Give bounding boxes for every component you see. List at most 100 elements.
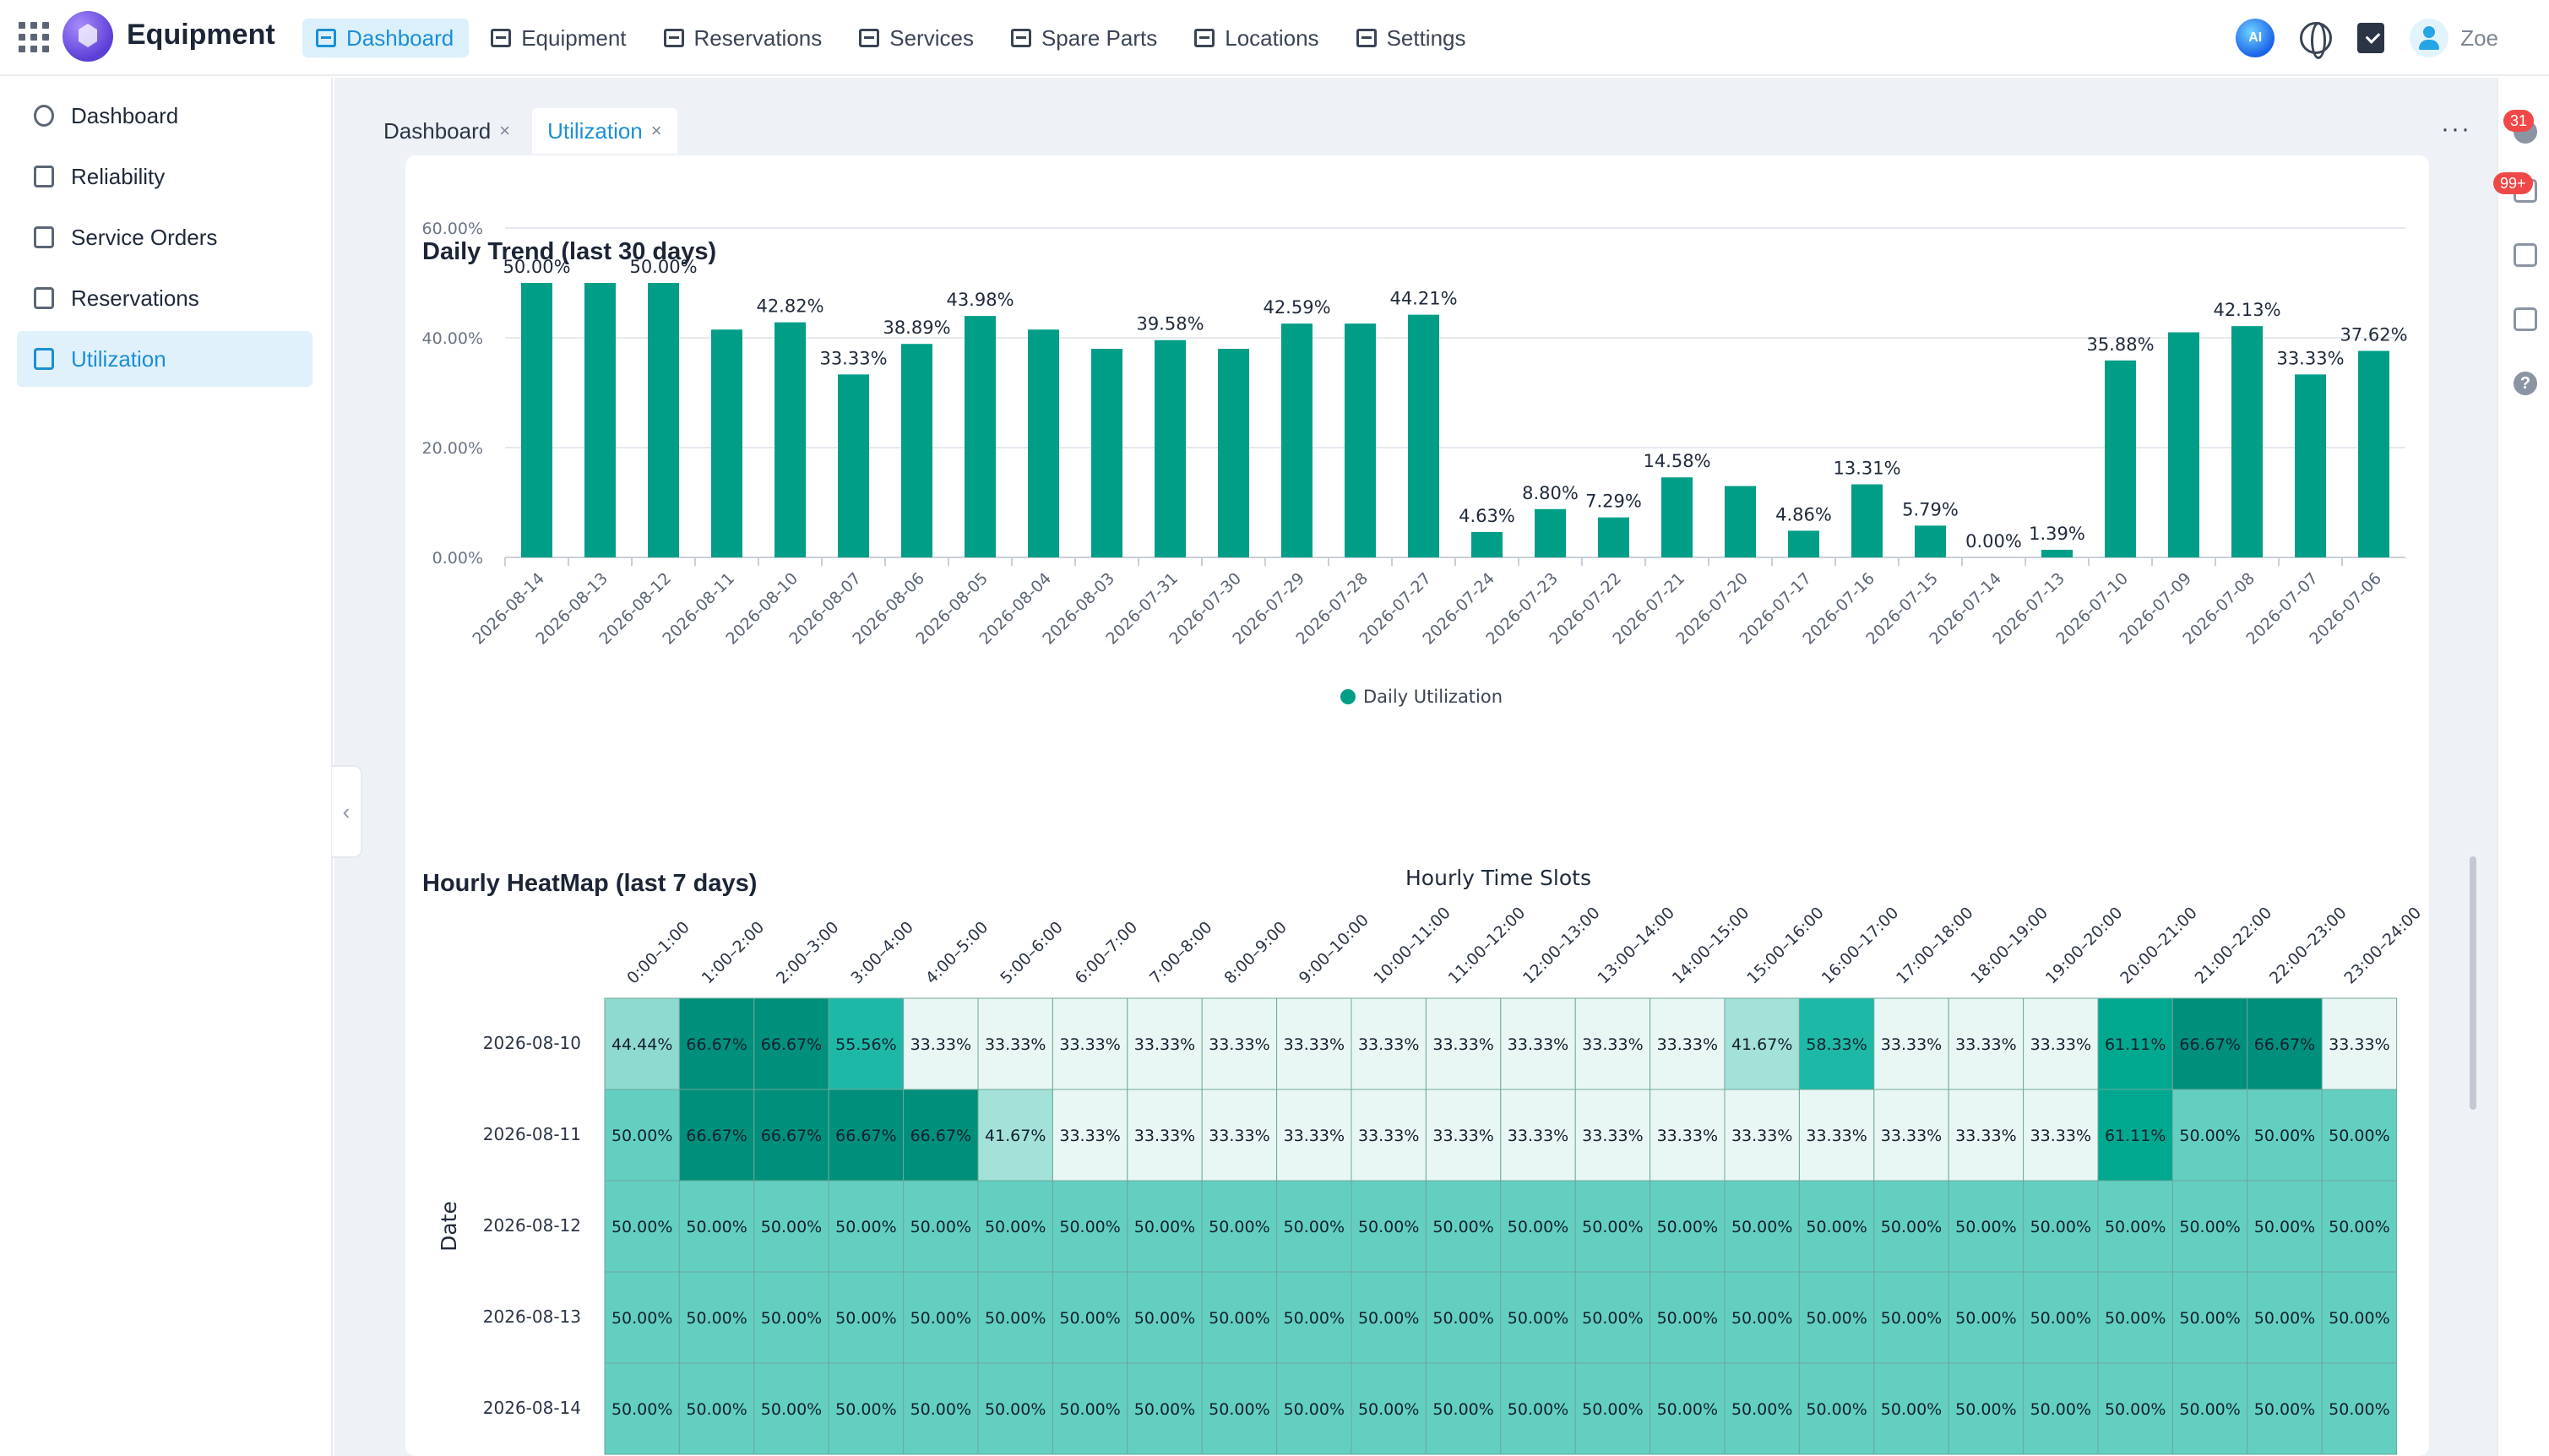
cell-value-label: 33.33% <box>1284 1035 1345 1054</box>
cell-value-label: 50.00% <box>2105 1218 2166 1236</box>
cell-value-label: 50.00% <box>2179 1218 2240 1236</box>
cell-value-label: 50.00% <box>1657 1218 1718 1236</box>
cell-value-label: 66.67% <box>2254 1035 2315 1054</box>
heatmap-cell <box>1873 1362 1949 1455</box>
sidebar-item-reliability[interactable]: Reliability <box>17 149 313 204</box>
cell-value-label: 50.00% <box>1432 1309 1493 1328</box>
cell-value-label: 50.00% <box>2254 1400 2315 1419</box>
ai-assistant-icon[interactable]: AI <box>2236 19 2275 57</box>
heatmap-cell <box>2171 997 2248 1090</box>
cell-value-label: 50.00% <box>686 1309 747 1328</box>
heatmap-cell <box>1798 1089 1875 1182</box>
heatmap-cell <box>2023 1089 2099 1182</box>
cell-value-label: 50.00% <box>835 1218 896 1236</box>
nav-item-services[interactable]: Services <box>845 19 989 57</box>
apps-grid-icon[interactable] <box>19 22 49 52</box>
bar <box>1851 484 1883 557</box>
close-icon[interactable]: × <box>499 120 511 141</box>
spare-parts-icon <box>1010 29 1031 47</box>
x-tick-label: 23:00–24:00 <box>2340 904 2425 988</box>
data-label: 1.39% <box>2029 524 2085 544</box>
data-label: 37.62% <box>2340 324 2407 345</box>
cell-value-label: 50.00% <box>2254 1218 2315 1236</box>
cell-value-label: 50.00% <box>1059 1400 1120 1419</box>
data-label: 38.89% <box>883 318 950 338</box>
bar <box>1915 525 1946 557</box>
heatmap-cell <box>2321 1271 2398 1364</box>
heatmap-cell <box>1052 1362 1128 1455</box>
main-nav: Dashboard Equipment Reservations Service… <box>302 19 1481 57</box>
sidebar-item-service-orders[interactable]: Service Orders <box>17 209 313 265</box>
cell-value-label: 50.00% <box>1284 1400 1345 1419</box>
heatmap-cell <box>678 997 755 1090</box>
cell-value-label: 50.00% <box>1432 1400 1493 1419</box>
language-globe-icon[interactable] <box>2300 22 2333 59</box>
heatmap-cell <box>1276 1089 1352 1182</box>
tab-utilization[interactable]: Utilization × <box>532 108 677 154</box>
bar <box>2358 350 2389 557</box>
cell-value-label: 50.00% <box>1955 1400 2016 1419</box>
heatmap-cell <box>1798 1271 1875 1364</box>
cell-value-label: 50.00% <box>1731 1400 1792 1419</box>
cell-value-label: 41.67% <box>985 1127 1046 1145</box>
heatmap-cell <box>903 1271 979 1364</box>
nav-item-spare-parts[interactable]: Spare Parts <box>997 19 1172 57</box>
bar <box>1408 314 1439 557</box>
more-options-button[interactable]: ··· <box>2441 115 2471 143</box>
sidebar-item-utilization[interactable]: Utilization <box>17 331 313 387</box>
nav-item-label: Locations <box>1225 24 1319 51</box>
sidebar-item-dashboard[interactable]: Dashboard <box>17 88 313 144</box>
sidebar-collapse-button[interactable]: ‹ <box>332 765 362 858</box>
tab-label: Dashboard <box>383 117 492 144</box>
heatmap-cell <box>753 1180 829 1273</box>
cell-value-label: 50.00% <box>1508 1400 1568 1419</box>
cell-value-label: 50.00% <box>2030 1400 2091 1419</box>
data-label: 5.79% <box>1902 499 1959 519</box>
cell-value-label: 50.00% <box>1881 1309 1942 1328</box>
nav-item-settings[interactable]: Settings <box>1343 19 1481 57</box>
cell-value-label: 33.33% <box>1955 1035 2016 1054</box>
nav-item-reservations[interactable]: Reservations <box>650 19 838 57</box>
cell-value-label: 50.00% <box>611 1127 672 1145</box>
help-icon[interactable]: ? <box>2514 372 2537 395</box>
tab-dashboard[interactable]: Dashboard × <box>368 108 526 154</box>
heatmap-cell <box>2321 1362 2398 1455</box>
heatmap-cell <box>753 997 829 1090</box>
cell-value-label: 50.00% <box>2179 1309 2240 1328</box>
cell-value-label: 50.00% <box>835 1309 896 1328</box>
heatmap-cell <box>1052 1089 1128 1182</box>
calendar-icon[interactable] <box>2514 307 2537 331</box>
cell-value-label: 50.00% <box>1731 1309 1792 1328</box>
cell-value-label: 33.33% <box>2329 1035 2389 1054</box>
user-menu[interactable]: Zoe <box>2410 19 2498 57</box>
heatmap-cell <box>1724 997 1800 1090</box>
tasks-clipboard-icon[interactable] <box>2357 23 2385 53</box>
bar <box>521 283 552 557</box>
x-tick-label: 18:00–19:00 <box>1967 904 2052 988</box>
heatmap-cell <box>1351 1180 1427 1273</box>
heatmap-cell <box>1425 1362 1502 1455</box>
x-tick-label: 20:00–21:00 <box>2117 904 2201 988</box>
x-tick-label: 4:00–5:00 <box>922 918 992 988</box>
clipboard-icon[interactable] <box>2514 243 2537 267</box>
data-label: 13.31% <box>1833 458 1900 478</box>
x-tick-label: 11:00–12:00 <box>1445 904 1530 988</box>
data-label: 43.98% <box>946 290 1014 310</box>
vertical-scrollbar[interactable] <box>2470 856 2476 1110</box>
heatmap-cell <box>2321 997 2398 1090</box>
heatmap-cell <box>1650 997 1726 1090</box>
nav-item-dashboard[interactable]: Dashboard <box>302 19 470 57</box>
nav-item-locations[interactable]: Locations <box>1181 19 1334 57</box>
cell-value-label: 50.00% <box>686 1400 747 1419</box>
heatmap-cell <box>1798 1362 1875 1455</box>
data-label: 14.58% <box>1643 451 1710 471</box>
cell-value-label: 50.00% <box>1657 1309 1718 1328</box>
heatmap-cell <box>1127 1362 1203 1455</box>
sidebar-item-reservations[interactable]: Reservations <box>17 270 313 326</box>
heatmap-cell <box>2247 1362 2323 1455</box>
cell-value-label: 50.00% <box>1806 1400 1867 1419</box>
heatmap-cell <box>753 1362 829 1455</box>
nav-item-equipment[interactable]: Equipment <box>477 19 641 57</box>
bar <box>1535 508 1566 557</box>
close-icon[interactable]: × <box>650 120 662 141</box>
